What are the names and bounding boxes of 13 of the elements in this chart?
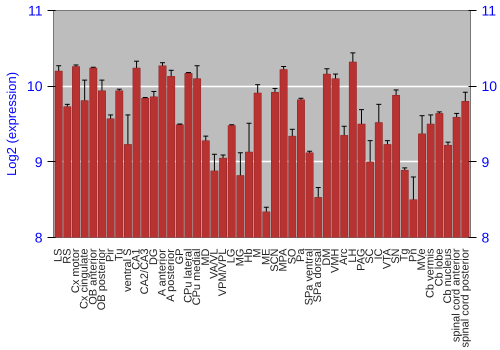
y-tick-label: 11 — [28, 2, 43, 18]
y-tick-label: 10 — [26, 78, 43, 94]
y2-tick-label: 8 — [482, 230, 490, 246]
x-tick-label: Tg — [398, 248, 411, 262]
y2-tick-label: 9 — [482, 154, 490, 170]
y2-tick-label: 10 — [482, 78, 498, 94]
x-tick-label: OB posterior — [96, 248, 108, 310]
y-tick-label: 8 — [34, 230, 43, 246]
x-tick-label: spinal cord posterior — [459, 248, 472, 348]
x-tick-label: RS — [61, 248, 74, 264]
y2-tick-label: 11 — [482, 2, 496, 18]
y-tick-label: 9 — [34, 154, 43, 170]
y-axis-title: Log2 (expression) — [4, 72, 19, 176]
